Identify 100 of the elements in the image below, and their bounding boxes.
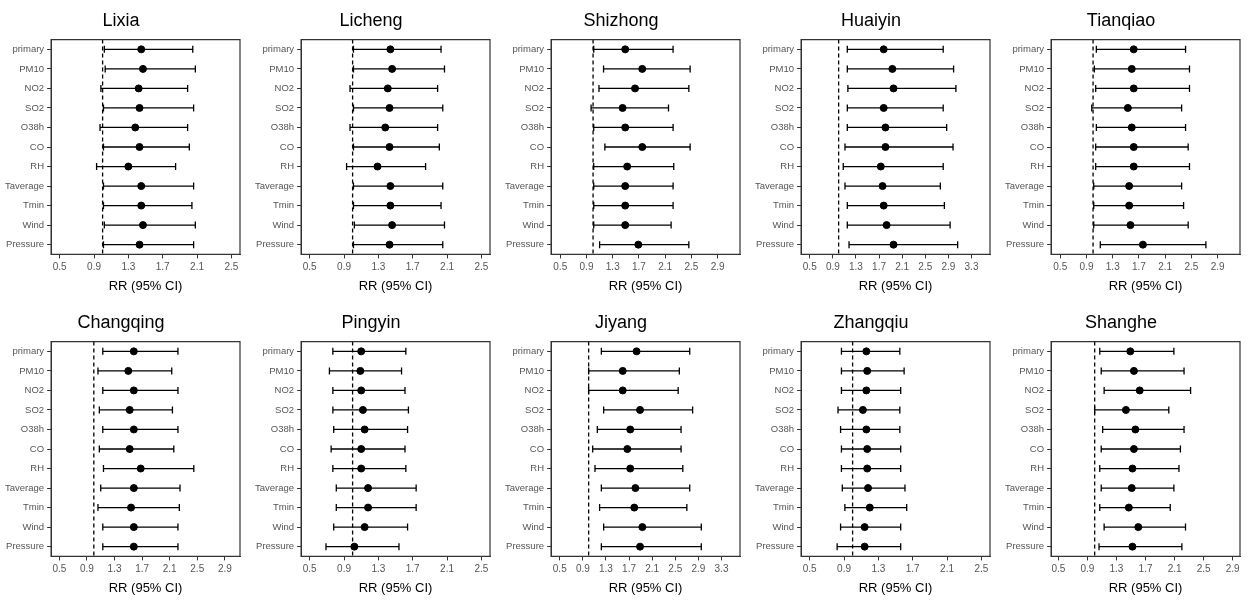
y-tick-label: RH [780, 462, 795, 474]
point [864, 484, 873, 493]
x-tick-label: 3.3 [964, 261, 979, 273]
point [129, 484, 138, 493]
point [860, 523, 869, 532]
y-tick-label: Pressure [1006, 238, 1045, 250]
point [1127, 123, 1136, 132]
x-tick-label: 3.3 [714, 563, 729, 575]
y-tick-label: CO [529, 140, 545, 152]
x-tick-label: 2.5 [684, 261, 699, 273]
x-tick-label: 2.5 [668, 563, 683, 575]
x-axis-title: RR (95% CI) [358, 277, 433, 293]
chart-title: Changqing [77, 311, 165, 332]
y-tick-label: SO2 [525, 403, 545, 415]
x-axis-title: RR (95% CI) [858, 277, 933, 293]
x-tick-label: 0.5 [1051, 563, 1066, 575]
y-tick-label: Wind [1022, 218, 1045, 230]
y-tick-label: PM10 [519, 364, 545, 376]
point [863, 366, 872, 375]
y-tick-label: Taverage [254, 481, 295, 493]
x-tick-label: 0.5 [802, 261, 818, 273]
y-tick-label: O38h [270, 121, 295, 133]
point [638, 143, 647, 151]
y-tick-label: Pressure [506, 540, 545, 552]
point [630, 503, 639, 512]
point [135, 103, 144, 112]
chart-title: Pingyin [341, 311, 401, 332]
y-tick-label: Tmin [772, 501, 795, 513]
x-tick-label: 1.7 [405, 563, 421, 575]
point [863, 445, 872, 453]
point [356, 366, 365, 375]
x-tick-label: 2.9 [941, 261, 956, 273]
y-tick-label: primary [1012, 42, 1045, 54]
point [618, 366, 627, 375]
x-axis-title: RR (95% CI) [608, 277, 683, 293]
y-tick-label: Taverage [504, 481, 545, 493]
x-tick-label: 0.9 [579, 261, 594, 273]
point [618, 386, 627, 395]
x-tick-label: 2.1 [940, 563, 955, 575]
y-tick-label: O38h [1020, 121, 1045, 133]
y-tick-label: NO2 [1024, 384, 1045, 396]
point [634, 240, 643, 249]
x-tick-label: 1.3 [605, 261, 621, 273]
x-tick-label: 1.7 [905, 563, 921, 575]
point [364, 484, 373, 493]
point [357, 464, 366, 473]
point [138, 221, 147, 230]
x-tick-label: 2.5 [190, 563, 205, 575]
point [623, 445, 632, 453]
x-tick-label: 0.5 [52, 563, 67, 575]
y-tick-label: NO2 [774, 384, 795, 396]
x-tick-label: 2.5 [474, 563, 489, 575]
x-tick-label: 2.1 [162, 563, 178, 575]
x-tick-label: 2.1 [190, 261, 205, 273]
x-tick-label: 2.5 [1196, 563, 1212, 575]
x-tick-label: 1.7 [1138, 563, 1153, 575]
y-tick-label: primary [512, 42, 545, 54]
y-tick-label: SO2 [275, 403, 295, 415]
point [357, 347, 366, 356]
y-tick-label: Taverage [4, 179, 45, 191]
y-tick-label: O38h [770, 121, 795, 133]
x-tick-label: 1.7 [632, 261, 647, 273]
point [621, 182, 630, 191]
y-tick-label: Tmin [522, 199, 545, 211]
y-tick-label: PM10 [269, 364, 295, 376]
x-tick-label: 0.5 [553, 261, 568, 273]
y-tick-label: NO2 [524, 384, 545, 396]
point [124, 366, 133, 375]
x-tick-label: 2.9 [710, 261, 726, 273]
point [1129, 143, 1138, 151]
x-axis-title: RR (95% CI) [358, 579, 433, 595]
y-tick-label: primary [12, 344, 45, 356]
x-tick-label: 2.1 [658, 261, 673, 273]
point [618, 103, 627, 112]
x-tick-label: 2.5 [918, 261, 933, 273]
point [631, 484, 640, 493]
x-tick-label: 0.5 [552, 563, 568, 575]
x-tick-label: 1.7 [135, 563, 150, 575]
x-tick-label: 1.3 [371, 563, 386, 575]
point [1131, 425, 1140, 434]
x-tick-label: 2.5 [224, 261, 239, 273]
y-tick-label: Pressure [256, 238, 295, 250]
x-tick-label: 1.3 [1109, 563, 1124, 575]
chart-title: Huaiyin [840, 9, 902, 30]
x-tick-label: 0.9 [837, 563, 852, 575]
y-tick-label: NO2 [24, 384, 45, 396]
point [373, 162, 382, 171]
y-tick-label: Wind [1022, 520, 1045, 532]
point [386, 45, 395, 54]
point [134, 84, 143, 93]
y-tick-label: RH [280, 160, 295, 172]
x-tick-label: 2.9 [1210, 261, 1226, 273]
point [1127, 64, 1136, 73]
point [383, 84, 392, 93]
y-tick-label: RH [30, 462, 45, 474]
y-tick-label: SO2 [275, 101, 295, 113]
point [626, 425, 635, 434]
y-tick-label: O38h [770, 423, 795, 435]
point [621, 201, 630, 210]
point [621, 221, 630, 230]
